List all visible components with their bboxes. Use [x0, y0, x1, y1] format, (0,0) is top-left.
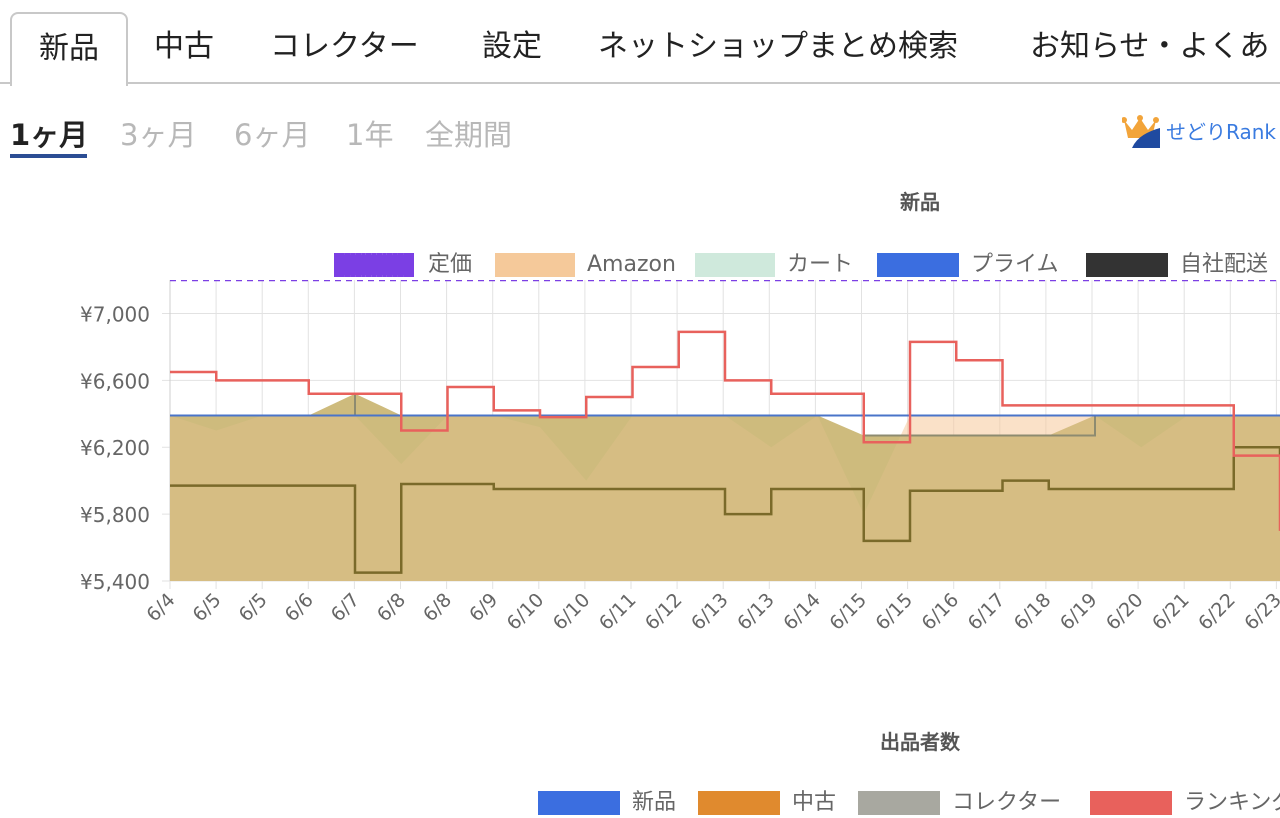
period-active-indicator	[10, 154, 87, 158]
period-all[interactable]: 全期間	[425, 118, 513, 152]
legend-swatch	[1090, 791, 1172, 815]
x-tick-label: 6/9	[465, 589, 502, 626]
x-tick-label: 6/10	[549, 589, 595, 635]
tab-news-faq[interactable]: お知らせ・よくあ	[1030, 29, 1270, 64]
sedori-rank-label: せどりRank	[1166, 120, 1276, 144]
main-tab-bar: 新品 中古 コレクター 設定 ネットショップまとめ検索 お知らせ・よくあ	[0, 0, 1280, 86]
tab-settings[interactable]: 設定	[482, 29, 542, 64]
x-tick-label: 6/21	[1148, 589, 1194, 635]
legend-label: 自社配送	[1180, 252, 1269, 277]
x-tick-label: 6/11	[595, 589, 641, 635]
x-tick-label: 6/8	[419, 589, 456, 626]
y-tick-label: ¥6,200	[80, 436, 150, 460]
tab-collector[interactable]: コレクター	[270, 29, 419, 64]
x-tick-label: 6/10	[503, 589, 549, 635]
chart-title: 新品	[900, 190, 940, 214]
x-tick-label: 6/5	[235, 589, 272, 626]
x-tick-label: 6/16	[918, 589, 964, 635]
seller-count-chart-title: 出品者数	[880, 730, 960, 754]
x-tick-label: 6/13	[733, 589, 779, 635]
x-tick-label: 6/15	[825, 589, 871, 635]
cart-area-overlay	[170, 393, 1280, 581]
legend-swatch	[334, 253, 414, 277]
x-tick-label: 6/20	[1102, 589, 1148, 635]
tab-netshop-search[interactable]: ネットショップまとめ検索	[598, 29, 958, 64]
crown-icon	[1121, 114, 1164, 154]
tab-bar-divider	[0, 82, 1280, 84]
legend-label: Amazon	[587, 252, 676, 277]
period-1-year[interactable]: 1年	[346, 118, 394, 152]
tab-new[interactable]: 新品	[10, 12, 128, 86]
x-tick-label: 6/7	[327, 589, 364, 626]
period-6-months[interactable]: 6ヶ月	[234, 118, 311, 152]
x-tick-label: 6/18	[1010, 589, 1056, 635]
x-tick-label: 6/23	[1240, 589, 1280, 635]
y-tick-label: ¥5,800	[80, 503, 150, 527]
legend-swatch	[858, 791, 940, 815]
legend-swatch	[695, 253, 775, 277]
legend-swatch	[698, 791, 780, 815]
self-ship-line	[170, 445, 1280, 574]
x-tick-label: 6/8	[373, 589, 410, 626]
tab-used[interactable]: 中古	[154, 29, 214, 64]
legend-label: プライム	[971, 252, 1059, 277]
legend-swatch	[877, 253, 959, 277]
legend-label: 中古	[792, 790, 837, 815]
legend-label: 定価	[428, 252, 473, 277]
legend-label: カート	[787, 252, 854, 277]
x-tick-label: 6/14	[779, 589, 825, 635]
x-tick-label: 6/4	[142, 589, 179, 626]
y-tick-label: ¥5,400	[80, 570, 150, 594]
legend-swatch	[495, 253, 575, 277]
y-tick-label: ¥6,600	[80, 369, 150, 393]
period-1-month[interactable]: 1ヶ月	[10, 118, 89, 152]
legend-label: コレクター	[952, 790, 1062, 815]
legend-label: 新品	[632, 790, 677, 815]
y-tick-label: ¥7,000	[80, 302, 150, 326]
x-tick-label: 6/12	[641, 589, 687, 635]
legend-swatch	[538, 791, 620, 815]
x-tick-label: 6/13	[687, 589, 733, 635]
legend-label: ランキング	[1184, 790, 1280, 815]
x-tick-label: 6/22	[1194, 589, 1240, 635]
red-series-line	[170, 330, 1280, 531]
x-tick-label: 6/17	[964, 589, 1010, 635]
x-tick-label: 6/15	[871, 589, 917, 635]
period-3-months[interactable]: 3ヶ月	[120, 118, 197, 152]
x-tick-label: 6/5	[188, 589, 225, 626]
x-tick-label: 6/6	[281, 589, 318, 626]
x-tick-label: 6/19	[1056, 589, 1102, 635]
legend-swatch	[1086, 253, 1168, 277]
